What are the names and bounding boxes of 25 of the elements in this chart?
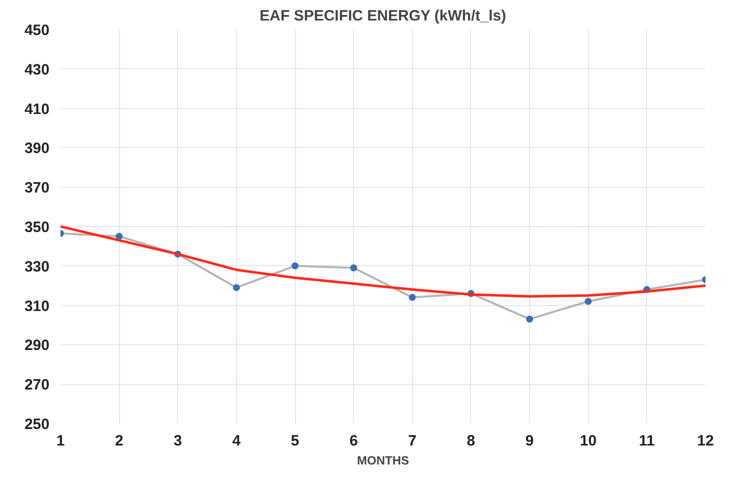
- y-tick-label: 370: [24, 180, 50, 197]
- x-tick-label: 2: [114, 432, 124, 450]
- x-tick-label: 7: [408, 432, 416, 450]
- x-tick-label: 8: [466, 432, 476, 450]
- y-tick-label: 290: [24, 337, 50, 354]
- y-tick-label: 450: [24, 22, 50, 39]
- y-tick-label: 390: [24, 140, 50, 158]
- chart-title: EAF SPECIFIC ENERGY (kWh/t_ls): [260, 8, 506, 24]
- x-tick-label: 1: [56, 432, 65, 450]
- y-tick-label: 430: [24, 61, 50, 78]
- x-tick-label: 11: [638, 432, 655, 450]
- x-tick-label: 3: [174, 432, 182, 450]
- x-tick-label: 5: [290, 432, 300, 450]
- x-tick-label: 6: [350, 432, 358, 450]
- x-tick-label: 12: [697, 432, 714, 450]
- x-axis-title: MONTHS: [357, 454, 409, 468]
- y-tick-label: 270: [24, 376, 50, 394]
- x-tick-label: 9: [525, 432, 534, 450]
- y-tick-label: 310: [24, 298, 50, 315]
- x-tick-label: 4: [232, 432, 242, 450]
- y-tick-label: 250: [24, 416, 50, 433]
- x-tick-label: 10: [580, 432, 597, 450]
- y-tick-label: 350: [24, 219, 50, 236]
- y-tick-label: 330: [24, 258, 50, 276]
- y-tick-label: 410: [24, 100, 50, 118]
